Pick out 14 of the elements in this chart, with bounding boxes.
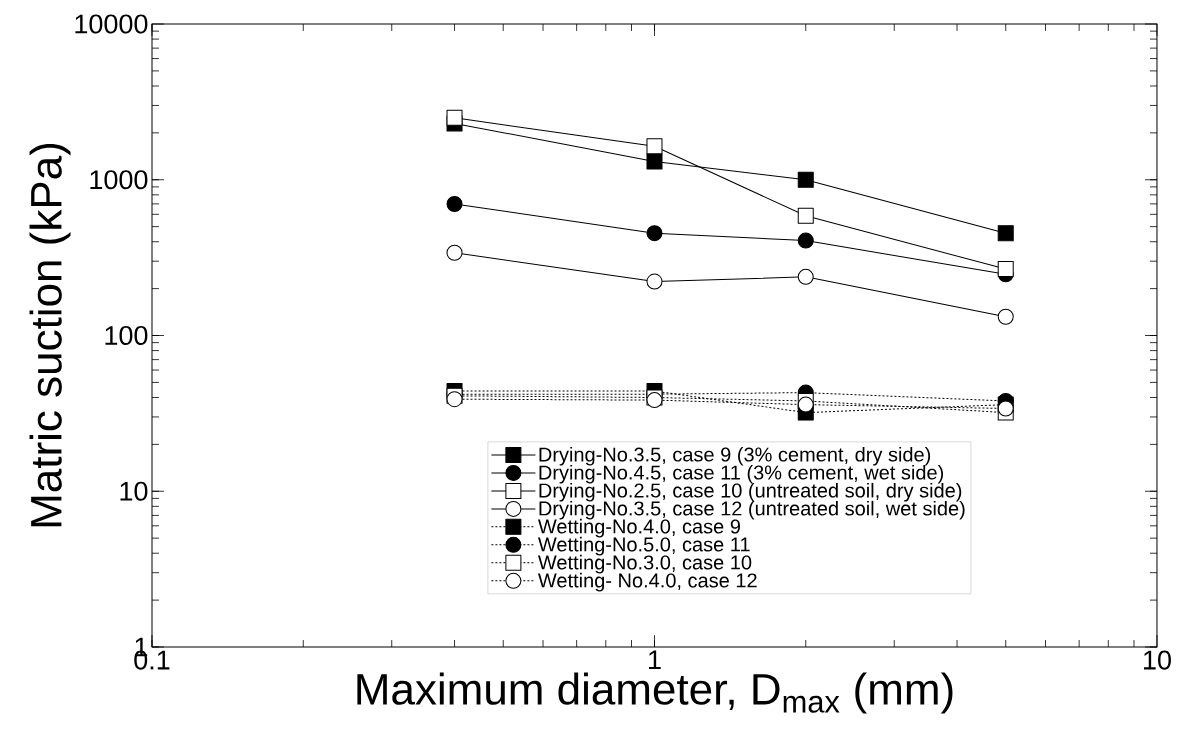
legend-label: Drying-No.3.5, case 9 (3% cement, dry side) <box>539 446 931 466</box>
y-tick-label: 10000 <box>75 14 148 34</box>
legend-label: Wetting-No.3.0, case 10 <box>537 554 752 574</box>
x-tick-label: 10 <box>1144 650 1171 670</box>
x-axis-title: Maximum diameter, D$_{max}$ (mm) <box>357 672 953 714</box>
x-tick-label: 1 <box>649 650 661 670</box>
y-tick-label: 100 <box>105 325 148 346</box>
legend-label: Wetting-No.5.0, case 11 <box>537 536 750 556</box>
y-tick-label: 10 <box>120 481 148 501</box>
legend-label: Wetting- No.4.0, case 12 <box>537 572 757 592</box>
y-axis-title: Matric suction (kPa) <box>29 143 71 527</box>
legend-label: Drying-No.2.5, case 10 (untreated soil, dry side) <box>539 482 962 502</box>
y-tick-label: 1000 <box>90 170 148 190</box>
legend-label: Wetting-No.4.0, case 9 <box>537 518 740 538</box>
